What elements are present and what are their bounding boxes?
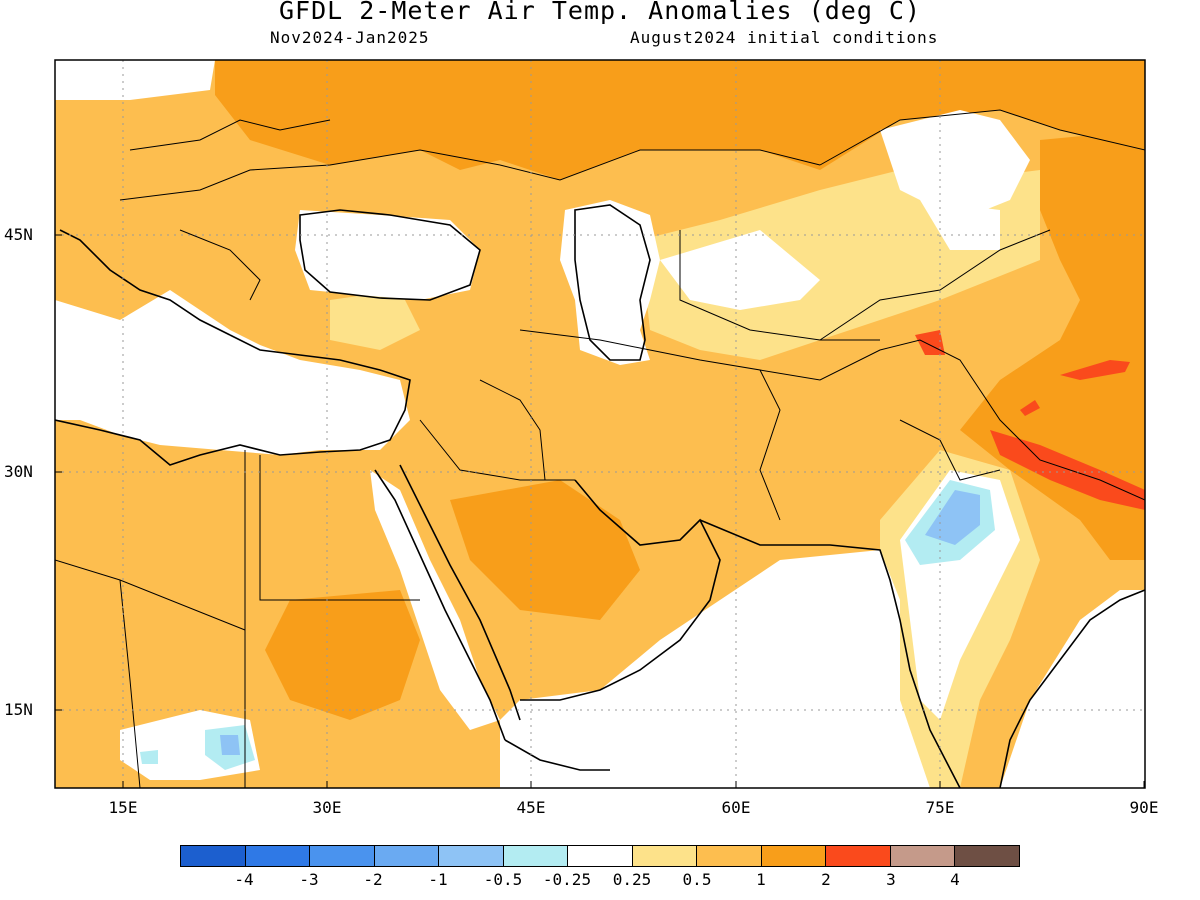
colorbar-swatch: [632, 846, 698, 866]
colorbar-swatch: [826, 846, 891, 866]
anomaly-fill-white-redsea: [370, 470, 500, 730]
map-title: GFDL 2-Meter Air Temp. Anomalies (deg C): [278, 0, 922, 25]
lon-label-30e: 30E: [312, 798, 342, 817]
colorbar-swatch: [697, 846, 762, 866]
anomaly-fill-blue-india: [925, 490, 980, 545]
anomaly-field: [55, 60, 1145, 788]
country-borders: [55, 109, 1145, 788]
lon-label-15e: 15E: [108, 798, 138, 817]
colorbar-label: 1: [756, 870, 766, 889]
lon-label-75e: 75E: [925, 798, 955, 817]
anomaly-fill-orange-north: [215, 60, 1145, 180]
colorbar-swatch: [310, 846, 375, 866]
forecast-period: Nov2024-Jan2025: [270, 28, 430, 47]
colorbar-label: -1: [428, 870, 448, 889]
anomaly-fill-red-tarim: [1060, 360, 1130, 380]
anomaly-fill-white-siberia: [880, 110, 1030, 220]
anomaly-fill-orange-middleeast: [450, 480, 640, 620]
colorbar-label: 2: [821, 870, 831, 889]
colorbar-swatch: [568, 846, 633, 866]
lat-label-30n: 30N: [4, 462, 33, 481]
anomaly-fill-red-tibet: [990, 430, 1145, 510]
plot-frame: [54, 59, 1146, 789]
lat-label-15n: 15N: [4, 700, 33, 719]
anomaly-fill-white-caspian: [560, 200, 660, 365]
lat-label-45n: 45N: [4, 225, 33, 244]
anomaly-fill-white-bayofbengal: [1000, 590, 1145, 788]
coastlines: [55, 204, 1145, 788]
colorbar-label: -0.5: [483, 870, 523, 889]
colorbar-swatch: [761, 846, 827, 866]
colorbar-label: 0.25: [612, 870, 652, 889]
anomaly-fill-white-mediterranean: [55, 290, 410, 455]
anomaly-fill-white-mongolia: [920, 200, 1000, 250]
colorbar-swatch: [890, 846, 956, 866]
anomaly-fill-white-arabiansea: [500, 550, 930, 788]
anomaly-fill-yellow-anatolia: [330, 290, 420, 350]
colorbar-swatch: [503, 846, 569, 866]
anomaly-fill-white-kazakh: [660, 230, 820, 310]
anomaly-fill-white-europe: [55, 60, 215, 100]
colorbar-swatch: [374, 846, 440, 866]
lon-label-45e: 45E: [516, 798, 546, 817]
anomaly-fill-red-small: [1020, 400, 1040, 416]
anomaly-fill-orange-sahara: [265, 590, 420, 720]
anomaly-fill-white-blacksea: [295, 210, 480, 300]
colorbar-label: -3: [299, 870, 319, 889]
colorbar-swatch: [245, 846, 311, 866]
colorbar-label: -2: [363, 870, 383, 889]
colorbar-label: 4: [950, 870, 960, 889]
axis-ticks: [55, 234, 1145, 788]
colorbar-swatch: [181, 846, 246, 866]
colorbar-label: -0.25: [542, 870, 592, 889]
colorbar-label: 3: [886, 870, 896, 889]
initial-conditions: August2024 initial conditions: [630, 28, 939, 47]
anomaly-fill-blue-sudan: [220, 735, 240, 755]
colorbar: [180, 845, 1020, 867]
colorbar-swatch: [955, 846, 1019, 866]
lon-label-90e: 90E: [1129, 798, 1159, 817]
colorbar-label: 0.5: [682, 870, 712, 889]
colorbar-swatch: [439, 846, 504, 866]
anomaly-fill-cyan-chad: [140, 750, 158, 764]
lon-label-60e: 60E: [721, 798, 751, 817]
colorbar-label: -4: [234, 870, 254, 889]
graticule: [55, 60, 1145, 788]
